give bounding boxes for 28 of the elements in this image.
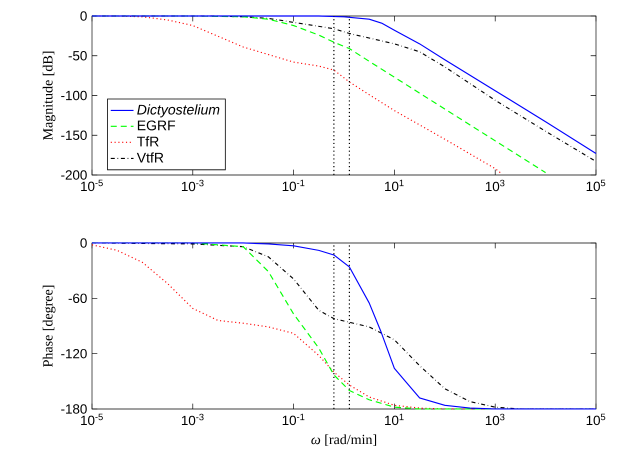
y-tick-label: -150 xyxy=(61,130,87,140)
x-tick-label: 10$^{-5}$ xyxy=(81,180,103,192)
x-tick-label: 10$^{-1}$ xyxy=(282,180,304,192)
x-tick-label: 10$^{3}$ xyxy=(486,414,504,426)
x-tick-label: 10$^{-1}$ xyxy=(282,414,304,426)
y-tick-label: 0 xyxy=(80,238,87,248)
x-tick-label: 10$^{1}$ xyxy=(385,180,404,192)
y-tick-label: -200 xyxy=(61,170,87,180)
x-tick-label: 10$^{-3}$ xyxy=(182,180,204,192)
y-tick-label: 0 xyxy=(80,11,87,21)
y-tick-label: -120 xyxy=(61,348,87,358)
legend-label: VtfR xyxy=(136,152,164,163)
x-tick-label: 10$^{-5}$ xyxy=(81,414,103,426)
x-tick-label: 10$^{5}$ xyxy=(586,180,606,192)
y-axis-title: Phase [degree] xyxy=(42,286,56,367)
y-axis-title: Magnitude [dB] xyxy=(42,52,56,140)
legend-label: TfR xyxy=(137,136,159,146)
x-tick-label: 10$^{5}$ xyxy=(586,414,606,426)
legend-label: EGRF xyxy=(138,120,176,130)
y-tick-label: -100 xyxy=(61,90,87,100)
x-tick-label: 10$^{1}$ xyxy=(385,414,404,426)
y-tick-label: -180 xyxy=(61,404,87,414)
x-tick-label: 10$^{-3}$ xyxy=(182,414,204,426)
y-tick-label: -60 xyxy=(68,294,87,304)
x-tick-label: 10$^{3}$ xyxy=(486,180,504,192)
legend-label: Dictyostelium xyxy=(137,104,220,118)
x-axis-title: ω [rad/min] xyxy=(311,434,376,446)
y-tick-label: -50 xyxy=(68,51,87,60)
